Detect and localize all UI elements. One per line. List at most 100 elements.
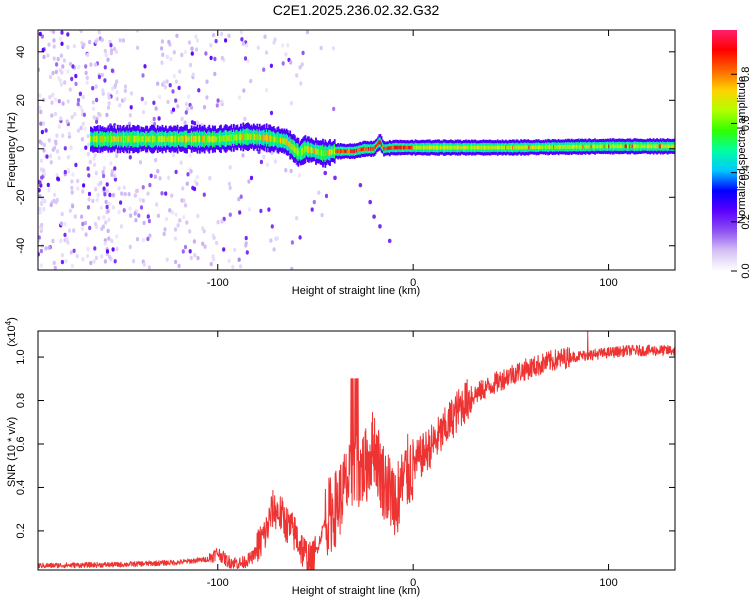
spectrogram-noise-point (264, 88, 269, 93)
spectrogram-noise-point (85, 75, 89, 81)
spectrogram-ridge-cell (320, 149, 323, 156)
spectrogram-noise-point (48, 153, 53, 159)
spectrogram-ridge-cell (615, 144, 617, 149)
spectrogram-noise-point (53, 111, 58, 117)
spectrogram-ridge-cell (153, 135, 156, 143)
spectrogram-ridge-cell (520, 145, 522, 150)
y-tick-label: -40 (15, 238, 27, 254)
spectrogram-ridge-cell (301, 148, 303, 156)
spectrogram-noise-point (59, 116, 63, 121)
spectrogram-ridge-cell (425, 145, 428, 150)
spectrogram-ridge-cell (184, 135, 187, 143)
spectrogram-noise-point (233, 247, 237, 252)
spectrogram-ridge-cell (390, 146, 392, 150)
spectrogram-noise-point (71, 64, 75, 69)
spectrogram-ridge-cell (565, 145, 568, 149)
spectrogram-ridge-cell (626, 144, 629, 149)
spectrogram-noise-point (245, 43, 249, 48)
spectrogram-noise-point (63, 222, 67, 227)
spectrogram-noise-point (58, 68, 62, 73)
spectrogram-ridge-cell (456, 145, 459, 150)
spectrogram-noise-point (184, 203, 188, 208)
spectrogram-noise-point (76, 128, 81, 133)
spectrogram-noise-point (319, 45, 323, 51)
spectrogram-ridge-cell (338, 149, 341, 153)
spectrogram-ridge-cell (414, 145, 417, 150)
spectrogram-ridge-cell (420, 145, 423, 150)
spectrogram-noise-point (89, 260, 93, 266)
spectrogram-ridge-cell (138, 135, 140, 143)
spectrogram-noise-point (215, 240, 219, 246)
spectrogram-ridge-cell (163, 136, 166, 143)
spectrogram-ridge-cell (574, 144, 576, 149)
spectrogram-ridge-cell (401, 145, 404, 150)
spectrogram-noise-point (101, 224, 105, 229)
spectrogram-noise-point (123, 191, 127, 197)
spectrogram-ridge-cell (281, 137, 283, 144)
spectrogram-noise-point (86, 166, 90, 171)
spectrogram-noise-point (79, 125, 83, 131)
colorbar-tick-label: 0.4 (740, 165, 750, 180)
spectrogram-noise-point (94, 84, 98, 89)
spectrogram-ridge-cell (376, 143, 378, 148)
spectrogram-noise-point (63, 169, 67, 175)
spectrogram-ridge-cell (498, 145, 500, 150)
spectrogram-ridge-cell (347, 149, 350, 153)
spectrogram-ridge-cell (263, 134, 266, 142)
spectrogram-ridge-cell (119, 135, 122, 143)
spectrogram-noise-point (100, 254, 104, 259)
spectrogram-noise-point (211, 254, 215, 259)
spectrogram-noise-point (163, 227, 167, 232)
spectrogram-ridge-cell (466, 145, 469, 150)
spectrogram-ridge-cell (193, 135, 195, 143)
x-tick-label: 0 (410, 577, 416, 589)
spectrogram-noise-point (108, 39, 112, 45)
spectrogram-noise-point (70, 190, 74, 195)
spectrogram-noise-point (387, 238, 392, 244)
spectrogram-noise-point (195, 175, 199, 180)
spectrogram-noise-point (129, 91, 134, 96)
spectrogram-ridge-cell (145, 135, 147, 143)
spectrogram-noise-point (79, 104, 83, 110)
spectrogram-ridge-cell (437, 145, 439, 150)
spectrogram-noise-point (118, 103, 122, 108)
spectrogram-ridge-cell (131, 136, 133, 142)
spectrogram-ridge-cell (274, 136, 276, 143)
spectrogram-noise-point (262, 67, 266, 72)
spectrogram-ridge-cell (294, 145, 296, 153)
spectrogram-ridge-cell (236, 134, 239, 141)
spectrogram-noise-point (48, 95, 52, 100)
spectrogram-ridge-cell (405, 145, 408, 150)
spectrogram-noise-point (109, 161, 113, 166)
spectrogram-noise-point (64, 259, 68, 264)
spectrogram-noise-point (273, 37, 277, 42)
spectrogram-noise-point (167, 175, 171, 180)
spectrogram-noise-point (47, 138, 51, 143)
spectrogram-noise-point (188, 62, 193, 68)
spectrogram-noise-point (167, 39, 171, 45)
spectrogram-ridge-cell (549, 145, 552, 149)
spectrogram-ridge-cell (657, 144, 660, 149)
spectrogram-noise-point (105, 112, 109, 118)
spectrogram-ridge-cell (665, 144, 668, 149)
spectrogram-noise-point (216, 220, 220, 225)
spectrogram-noise-point (214, 38, 218, 44)
spectrogram-ridge-cell (385, 146, 388, 151)
spectrogram-noise-point (46, 53, 50, 58)
spectrogram-noise-point (263, 34, 267, 39)
spectrogram-ridge-cell (224, 134, 227, 142)
spectrogram-ridge-cell (529, 145, 532, 150)
spectrogram-noise-point (100, 72, 104, 78)
spectrogram-ridge-cell (229, 135, 232, 142)
spectrogram-noise-point (38, 105, 42, 111)
spectrogram-noise-point (156, 81, 160, 86)
spectrogram-noise-point (295, 73, 299, 78)
spectrogram-ridge-cell (139, 136, 141, 142)
spectrogram-ridge-cell (365, 147, 368, 151)
spectrogram-noise-point (111, 193, 116, 198)
spectrogram-ridge-cell (515, 145, 518, 150)
spectrogram-ridge-cell (632, 144, 635, 149)
spectrogram-noise-point (108, 192, 112, 198)
spectrogram-ridge-cell (432, 145, 435, 150)
spectrogram-noise-point (113, 173, 117, 179)
